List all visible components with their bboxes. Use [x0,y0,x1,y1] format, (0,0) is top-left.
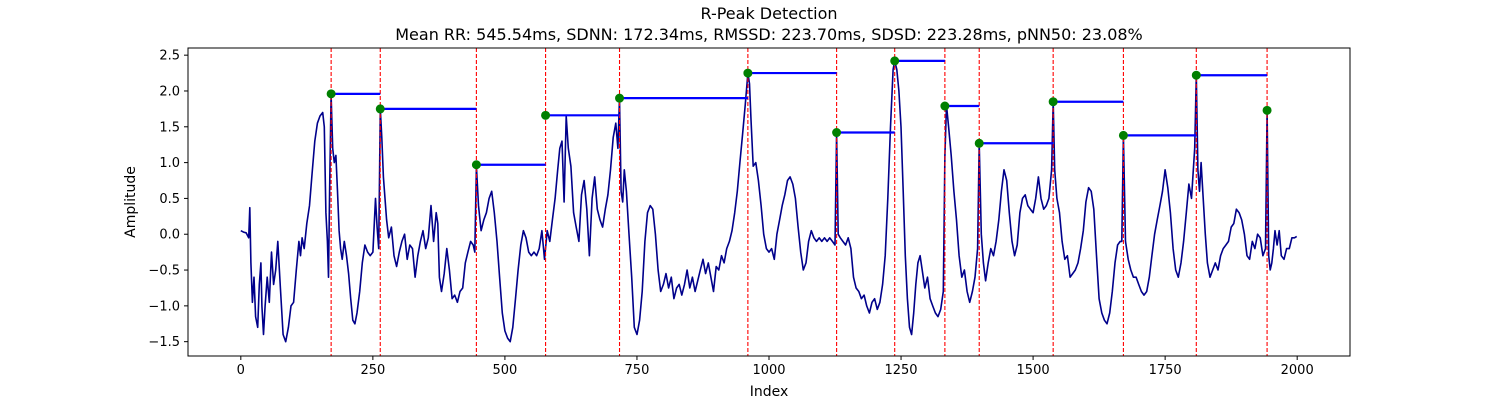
peak-marker [375,104,385,114]
y-tick-label: −0.5 [148,264,180,279]
x-tick-label: 0 [237,363,245,378]
peak-marker [326,89,336,99]
x-axis: 0 250 500 750 1000 1250 1500 1750 2000 [237,356,1314,378]
peak-marker [743,68,753,78]
x-tick-label: 1500 [1017,363,1050,378]
peak-marker [471,160,481,170]
x-tick-label: 1250 [884,363,917,378]
plot-area [240,48,1298,356]
peak-marker [832,128,842,138]
chart-subtitle: Mean RR: 545.54ms, SDNN: 172.34ms, RMSSD… [395,25,1143,44]
x-tick-label: 1750 [1149,363,1182,378]
peak-marker [890,56,900,66]
y-axis-label: Amplitude [123,166,139,238]
peak-marker [1048,97,1058,107]
plot-frame [187,47,1351,357]
x-tick-label: 500 [492,363,517,378]
peak-marker [541,110,551,120]
y-tick-label: −1.5 [148,335,180,350]
x-axis-label: Index [750,384,789,400]
y-tick-label: 0.5 [159,192,180,207]
peak-marker [1191,70,1201,80]
y-tick-label: 2.0 [159,84,180,99]
peak-marker [1118,130,1128,140]
chart-title: R-Peak Detection [700,4,837,23]
peak-marker [615,93,625,103]
y-tick-label: 2.5 [159,49,180,64]
x-tick-label: 1000 [752,363,785,378]
peak-marker [1262,105,1272,115]
peak-marker [940,101,950,111]
y-tick-label: 1.0 [159,156,180,171]
x-tick-label: 2000 [1281,363,1314,378]
signal-line [240,60,1298,343]
peak-marker [974,138,984,148]
x-tick-label: 250 [360,363,385,378]
y-tick-label: 0.0 [159,228,180,243]
x-tick-label: 750 [625,363,650,378]
y-tick-label: −1.0 [148,299,180,314]
y-axis: −1.5 −1.0 −0.5 0.0 0.5 1.0 1.5 2.0 2.5 [148,49,188,350]
y-tick-label: 1.5 [159,120,180,135]
